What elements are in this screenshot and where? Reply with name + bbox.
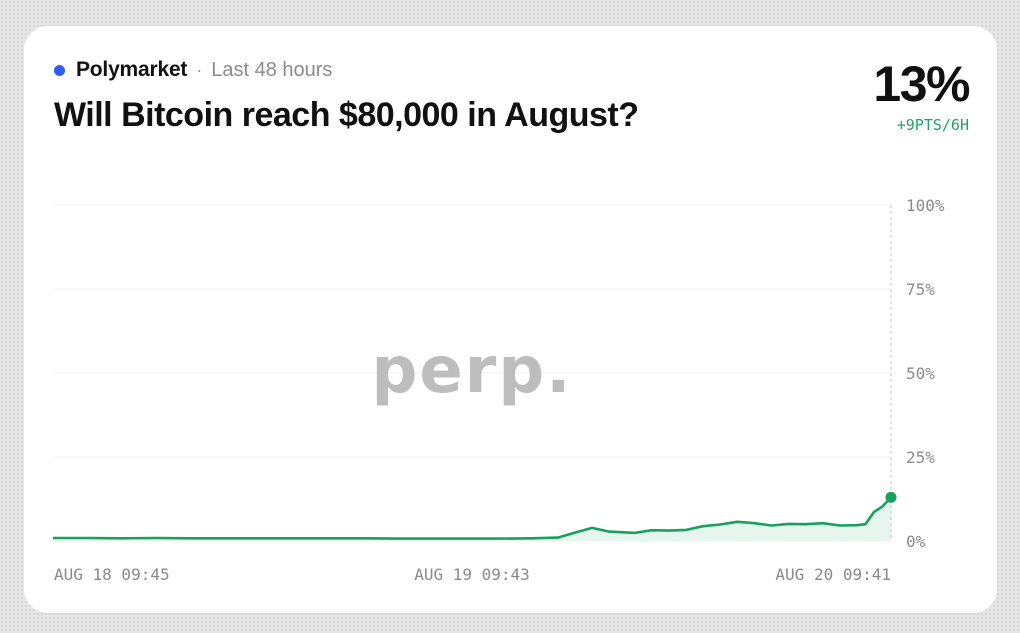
y-tick-label: 25%: [906, 448, 935, 467]
y-tick-label: 50%: [906, 364, 935, 383]
separator: ·: [196, 59, 203, 80]
time-period: Last 48 hours: [211, 58, 333, 81]
x-tick-label: AUG 20 09:41: [775, 565, 891, 584]
market-question: Will Bitcoin reach $80,000 in August?: [54, 96, 639, 134]
y-tick-label: 100%: [906, 196, 945, 215]
source-name[interactable]: Polymarket: [76, 58, 188, 81]
chart-series-line: [52, 496, 893, 540]
market-card: Polymarket · Last 48 hours Will Bitcoin …: [24, 26, 997, 613]
current-value-point[interactable]: [885, 491, 897, 503]
x-axis: AUG 18 09:45 AUG 19 09:43 AUG 20 09:41: [54, 565, 891, 584]
source-row: Polymarket · Last 48 hours: [54, 58, 332, 82]
y-axis: 100% 75% 50% 25% 0%: [906, 196, 945, 551]
watermark: perp.: [372, 334, 573, 408]
probability-change: +9PTS/6H: [896, 116, 969, 134]
y-tick-label: 75%: [906, 280, 935, 299]
x-tick-label: AUG 19 09:43: [414, 565, 530, 584]
x-tick-label: AUG 18 09:45: [54, 565, 170, 584]
source-dot-icon: [54, 64, 65, 76]
y-tick-label: 0%: [906, 532, 926, 551]
chart-area-fill: [54, 497, 891, 541]
current-probability: 13%: [873, 56, 970, 112]
